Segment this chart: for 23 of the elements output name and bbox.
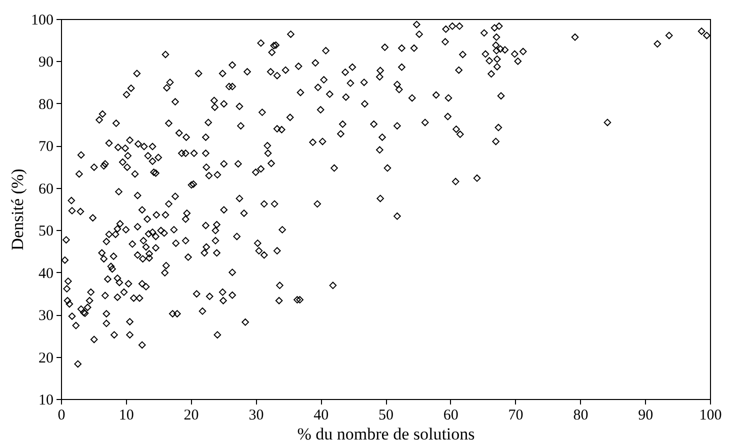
y-tick-label: 80 [38, 96, 54, 113]
x-tick-label: 60 [443, 408, 458, 424]
x-tick-label: 0 [58, 408, 66, 424]
y-axis-title: Densité (%) [8, 168, 27, 250]
y-tick-label: 50 [38, 224, 54, 240]
x-tick-label: 50 [378, 408, 394, 424]
y-tick-label: 30 [38, 308, 54, 324]
y-tick-label: 20 [38, 350, 54, 366]
x-tick-label: 20 [184, 408, 199, 424]
y-tick-label: 40 [38, 266, 54, 282]
x-tick-label: 70 [508, 408, 524, 424]
x-tick-label: 30 [248, 408, 264, 424]
y-tick-label: 60 [38, 181, 54, 198]
x-tick-label: 100 [699, 408, 722, 424]
x-tick-label: 90 [638, 408, 654, 424]
x-axis-title: % du nombre de solutions [297, 424, 475, 444]
x-tick-label: 80 [573, 408, 588, 424]
y-tick-label: 10 [38, 392, 54, 408]
x-tick-label: 40 [314, 408, 329, 424]
y-tick-label: 70 [38, 139, 54, 156]
x-tick-label: 10 [118, 408, 134, 424]
y-tick-label: 100 [31, 12, 54, 28]
y-tick-label: 90 [38, 54, 54, 71]
